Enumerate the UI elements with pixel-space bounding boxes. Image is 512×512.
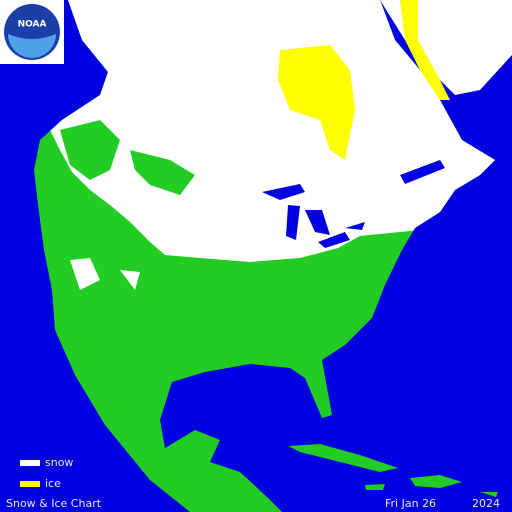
island bbox=[365, 484, 498, 497]
hispaniola bbox=[410, 475, 462, 488]
cuba bbox=[288, 444, 398, 472]
footer-year: 2024 bbox=[472, 497, 500, 510]
snow-cover bbox=[34, 0, 495, 262]
logo-text: NOAA bbox=[18, 20, 47, 30]
hudson-bay-ice bbox=[278, 45, 355, 160]
great-lakes bbox=[262, 184, 365, 248]
st-lawrence bbox=[400, 160, 445, 184]
legend: snow ice bbox=[20, 456, 73, 490]
logo-wave bbox=[8, 34, 56, 58]
legend-label: ice bbox=[45, 477, 61, 490]
footer-title: Snow & Ice Chart bbox=[6, 497, 102, 510]
bare-land bbox=[130, 150, 195, 195]
legend-swatch bbox=[20, 481, 40, 487]
greenland-ice bbox=[400, 0, 450, 100]
footer-date: Fri Jan 26 bbox=[385, 497, 436, 510]
snow-patch bbox=[70, 258, 140, 290]
legend-swatch bbox=[20, 460, 40, 466]
bare-land bbox=[60, 120, 120, 180]
legend-label: snow bbox=[45, 456, 73, 469]
